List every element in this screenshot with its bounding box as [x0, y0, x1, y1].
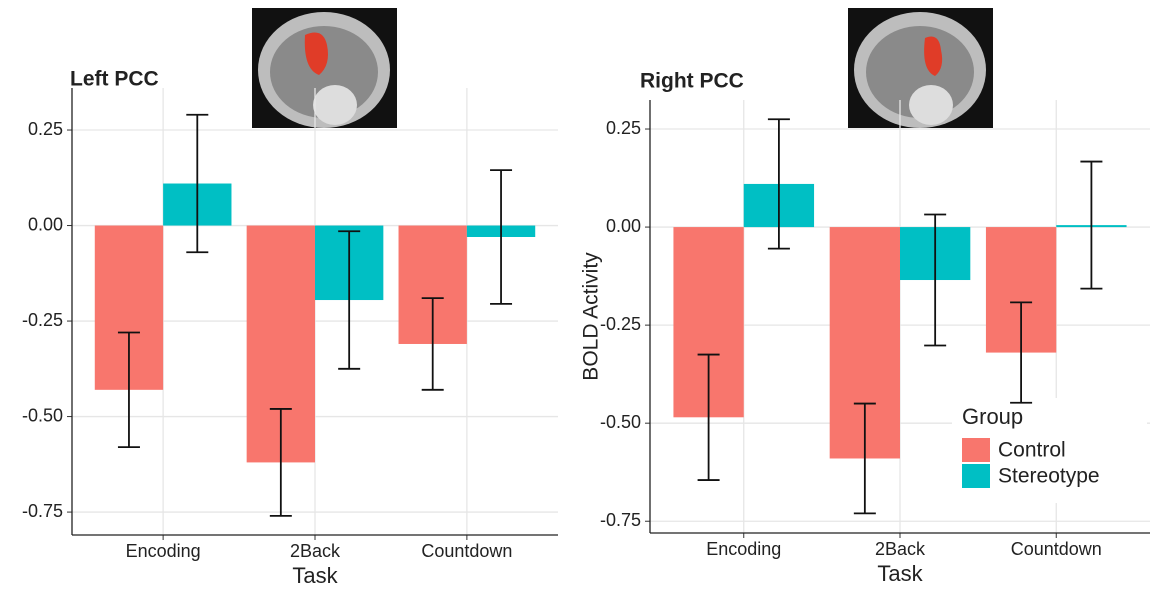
error-bar — [338, 230, 361, 370]
y-tick-label: -0.75 — [22, 501, 63, 521]
y-tick-label: 0.00 — [28, 214, 63, 234]
error-bar — [853, 402, 876, 515]
y-tick-label: 0.00 — [606, 216, 641, 236]
y-tick-label: -0.50 — [600, 412, 641, 432]
chart-title: Right PCC — [640, 70, 744, 93]
x-tick-label: Countdown — [1011, 539, 1102, 559]
x-axis-label: Task — [877, 561, 923, 586]
error-bar — [1010, 301, 1033, 404]
error-bar — [767, 118, 790, 250]
x-tick-label: Countdown — [421, 541, 512, 561]
x-tick-label: 2Back — [875, 539, 926, 559]
x-tick-label: 2Back — [290, 541, 341, 561]
chart-title: Left PCC — [70, 68, 159, 91]
legend-title: Group — [962, 404, 1023, 429]
y-tick-label: -0.75 — [600, 510, 641, 530]
error-bar — [697, 353, 720, 481]
x-tick-label: Encoding — [706, 539, 781, 559]
error-bar — [1080, 160, 1103, 290]
brain-image-left — [252, 8, 397, 128]
y-tick-label: -0.25 — [600, 314, 641, 334]
error-bar — [924, 213, 947, 347]
y-tick-label: -0.50 — [22, 405, 63, 425]
legend-swatch — [962, 464, 990, 488]
legend-label: Stereotype — [998, 465, 1100, 488]
error-bar — [186, 113, 209, 254]
error-bar — [490, 169, 513, 305]
legend-label: Control — [998, 439, 1066, 462]
y-tick-label: -0.25 — [22, 310, 63, 330]
y-tick-label: 0.25 — [28, 119, 63, 139]
legend-swatch — [962, 438, 990, 462]
x-tick-label: Encoding — [126, 541, 201, 561]
y-axis-label: BOLD Activity — [580, 252, 603, 381]
error-bar — [421, 297, 444, 391]
y-tick-label: 0.25 — [606, 118, 641, 138]
brain-image-right — [848, 8, 993, 128]
x-axis-label: Task — [292, 563, 338, 588]
error-bar — [269, 408, 292, 517]
error-bar — [117, 331, 140, 449]
